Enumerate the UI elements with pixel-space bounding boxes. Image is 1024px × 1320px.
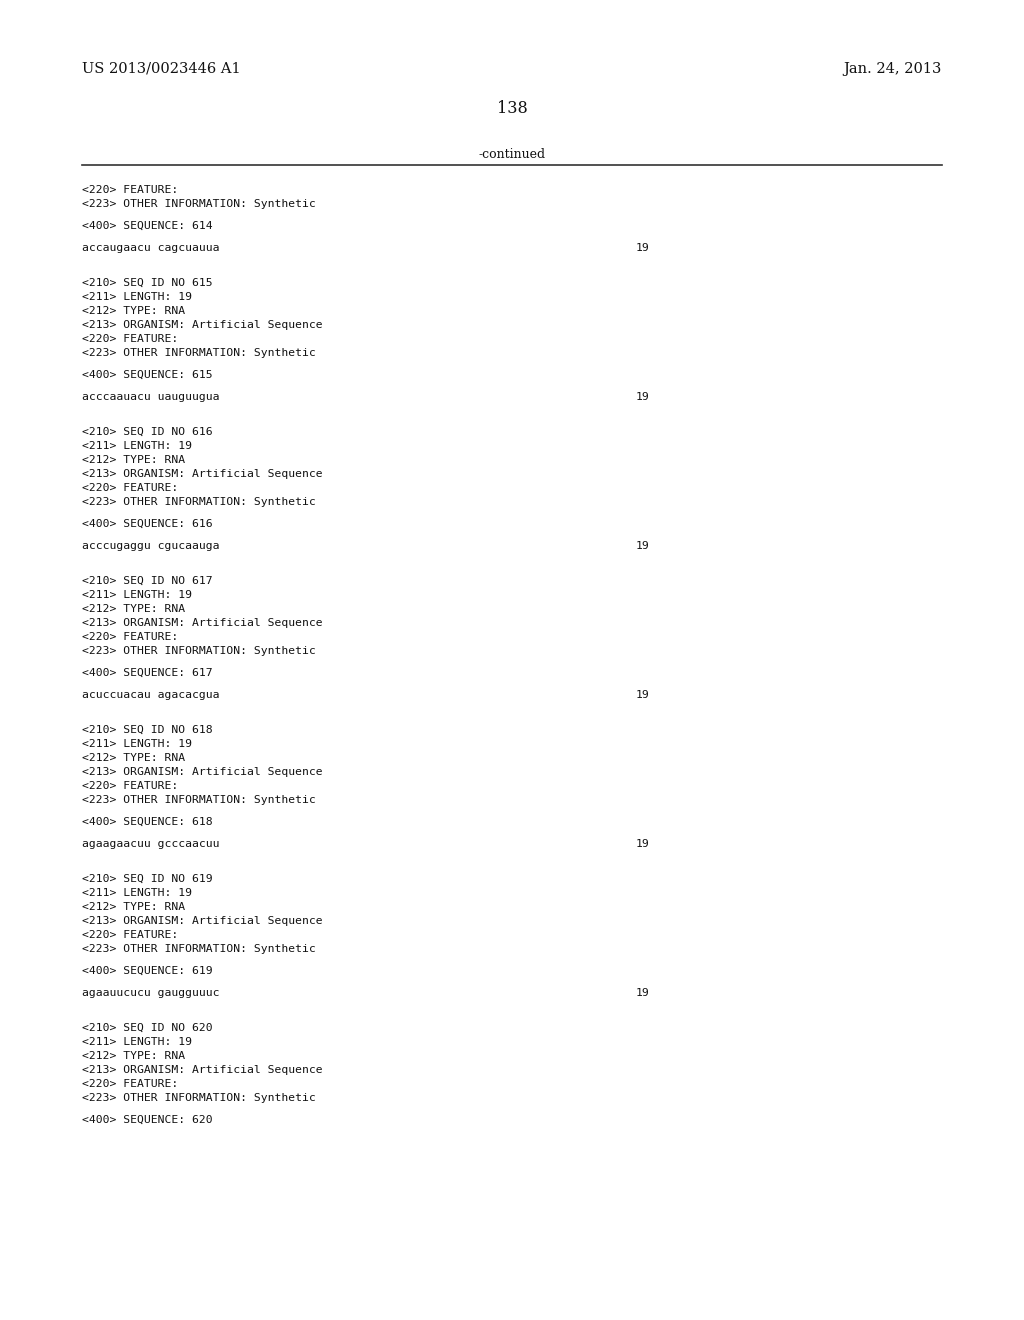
Text: <223> OTHER INFORMATION: Synthetic: <223> OTHER INFORMATION: Synthetic — [82, 348, 315, 358]
Text: <211> LENGTH: 19: <211> LENGTH: 19 — [82, 441, 193, 451]
Text: <223> OTHER INFORMATION: Synthetic: <223> OTHER INFORMATION: Synthetic — [82, 199, 315, 209]
Text: 19: 19 — [636, 243, 650, 253]
Text: <210> SEQ ID NO 620: <210> SEQ ID NO 620 — [82, 1023, 213, 1034]
Text: 19: 19 — [636, 392, 650, 403]
Text: <212> TYPE: RNA: <212> TYPE: RNA — [82, 902, 185, 912]
Text: <211> LENGTH: 19: <211> LENGTH: 19 — [82, 888, 193, 898]
Text: <212> TYPE: RNA: <212> TYPE: RNA — [82, 752, 185, 763]
Text: <223> OTHER INFORMATION: Synthetic: <223> OTHER INFORMATION: Synthetic — [82, 645, 315, 656]
Text: <220> FEATURE:: <220> FEATURE: — [82, 483, 178, 492]
Text: <213> ORGANISM: Artificial Sequence: <213> ORGANISM: Artificial Sequence — [82, 767, 323, 777]
Text: <213> ORGANISM: Artificial Sequence: <213> ORGANISM: Artificial Sequence — [82, 916, 323, 927]
Text: <210> SEQ ID NO 615: <210> SEQ ID NO 615 — [82, 279, 213, 288]
Text: 19: 19 — [636, 840, 650, 849]
Text: <212> TYPE: RNA: <212> TYPE: RNA — [82, 1051, 185, 1061]
Text: <211> LENGTH: 19: <211> LENGTH: 19 — [82, 739, 193, 748]
Text: accaugaacu cagcuauua: accaugaacu cagcuauua — [82, 243, 219, 253]
Text: acuccuacau agacacgua: acuccuacau agacacgua — [82, 690, 219, 700]
Text: 19: 19 — [636, 541, 650, 550]
Text: <400> SEQUENCE: 615: <400> SEQUENCE: 615 — [82, 370, 213, 380]
Text: acccugaggu cgucaauga: acccugaggu cgucaauga — [82, 541, 219, 550]
Text: <213> ORGANISM: Artificial Sequence: <213> ORGANISM: Artificial Sequence — [82, 469, 323, 479]
Text: <223> OTHER INFORMATION: Synthetic: <223> OTHER INFORMATION: Synthetic — [82, 498, 315, 507]
Text: <220> FEATURE:: <220> FEATURE: — [82, 931, 178, 940]
Text: <400> SEQUENCE: 616: <400> SEQUENCE: 616 — [82, 519, 213, 529]
Text: <212> TYPE: RNA: <212> TYPE: RNA — [82, 605, 185, 614]
Text: <210> SEQ ID NO 616: <210> SEQ ID NO 616 — [82, 426, 213, 437]
Text: agaagaacuu gcccaacuu: agaagaacuu gcccaacuu — [82, 840, 219, 849]
Text: <212> TYPE: RNA: <212> TYPE: RNA — [82, 306, 185, 315]
Text: <212> TYPE: RNA: <212> TYPE: RNA — [82, 455, 185, 465]
Text: <223> OTHER INFORMATION: Synthetic: <223> OTHER INFORMATION: Synthetic — [82, 795, 315, 805]
Text: agaauucucu gaugguuuc: agaauucucu gaugguuuc — [82, 987, 219, 998]
Text: Jan. 24, 2013: Jan. 24, 2013 — [844, 62, 942, 77]
Text: <220> FEATURE:: <220> FEATURE: — [82, 185, 178, 195]
Text: <400> SEQUENCE: 617: <400> SEQUENCE: 617 — [82, 668, 213, 678]
Text: <400> SEQUENCE: 619: <400> SEQUENCE: 619 — [82, 966, 213, 975]
Text: <211> LENGTH: 19: <211> LENGTH: 19 — [82, 590, 193, 601]
Text: <220> FEATURE:: <220> FEATURE: — [82, 781, 178, 791]
Text: <210> SEQ ID NO 619: <210> SEQ ID NO 619 — [82, 874, 213, 884]
Text: 138: 138 — [497, 100, 527, 117]
Text: <220> FEATURE:: <220> FEATURE: — [82, 334, 178, 345]
Text: <400> SEQUENCE: 618: <400> SEQUENCE: 618 — [82, 817, 213, 828]
Text: <210> SEQ ID NO 617: <210> SEQ ID NO 617 — [82, 576, 213, 586]
Text: <220> FEATURE:: <220> FEATURE: — [82, 1078, 178, 1089]
Text: 19: 19 — [636, 987, 650, 998]
Text: <213> ORGANISM: Artificial Sequence: <213> ORGANISM: Artificial Sequence — [82, 618, 323, 628]
Text: -continued: -continued — [478, 148, 546, 161]
Text: 19: 19 — [636, 690, 650, 700]
Text: acccaauacu uauguugua: acccaauacu uauguugua — [82, 392, 219, 403]
Text: <213> ORGANISM: Artificial Sequence: <213> ORGANISM: Artificial Sequence — [82, 319, 323, 330]
Text: <220> FEATURE:: <220> FEATURE: — [82, 632, 178, 642]
Text: <223> OTHER INFORMATION: Synthetic: <223> OTHER INFORMATION: Synthetic — [82, 1093, 315, 1104]
Text: US 2013/0023446 A1: US 2013/0023446 A1 — [82, 62, 241, 77]
Text: <400> SEQUENCE: 614: <400> SEQUENCE: 614 — [82, 220, 213, 231]
Text: <210> SEQ ID NO 618: <210> SEQ ID NO 618 — [82, 725, 213, 735]
Text: <223> OTHER INFORMATION: Synthetic: <223> OTHER INFORMATION: Synthetic — [82, 944, 315, 954]
Text: <400> SEQUENCE: 620: <400> SEQUENCE: 620 — [82, 1115, 213, 1125]
Text: <211> LENGTH: 19: <211> LENGTH: 19 — [82, 1038, 193, 1047]
Text: <213> ORGANISM: Artificial Sequence: <213> ORGANISM: Artificial Sequence — [82, 1065, 323, 1074]
Text: <211> LENGTH: 19: <211> LENGTH: 19 — [82, 292, 193, 302]
